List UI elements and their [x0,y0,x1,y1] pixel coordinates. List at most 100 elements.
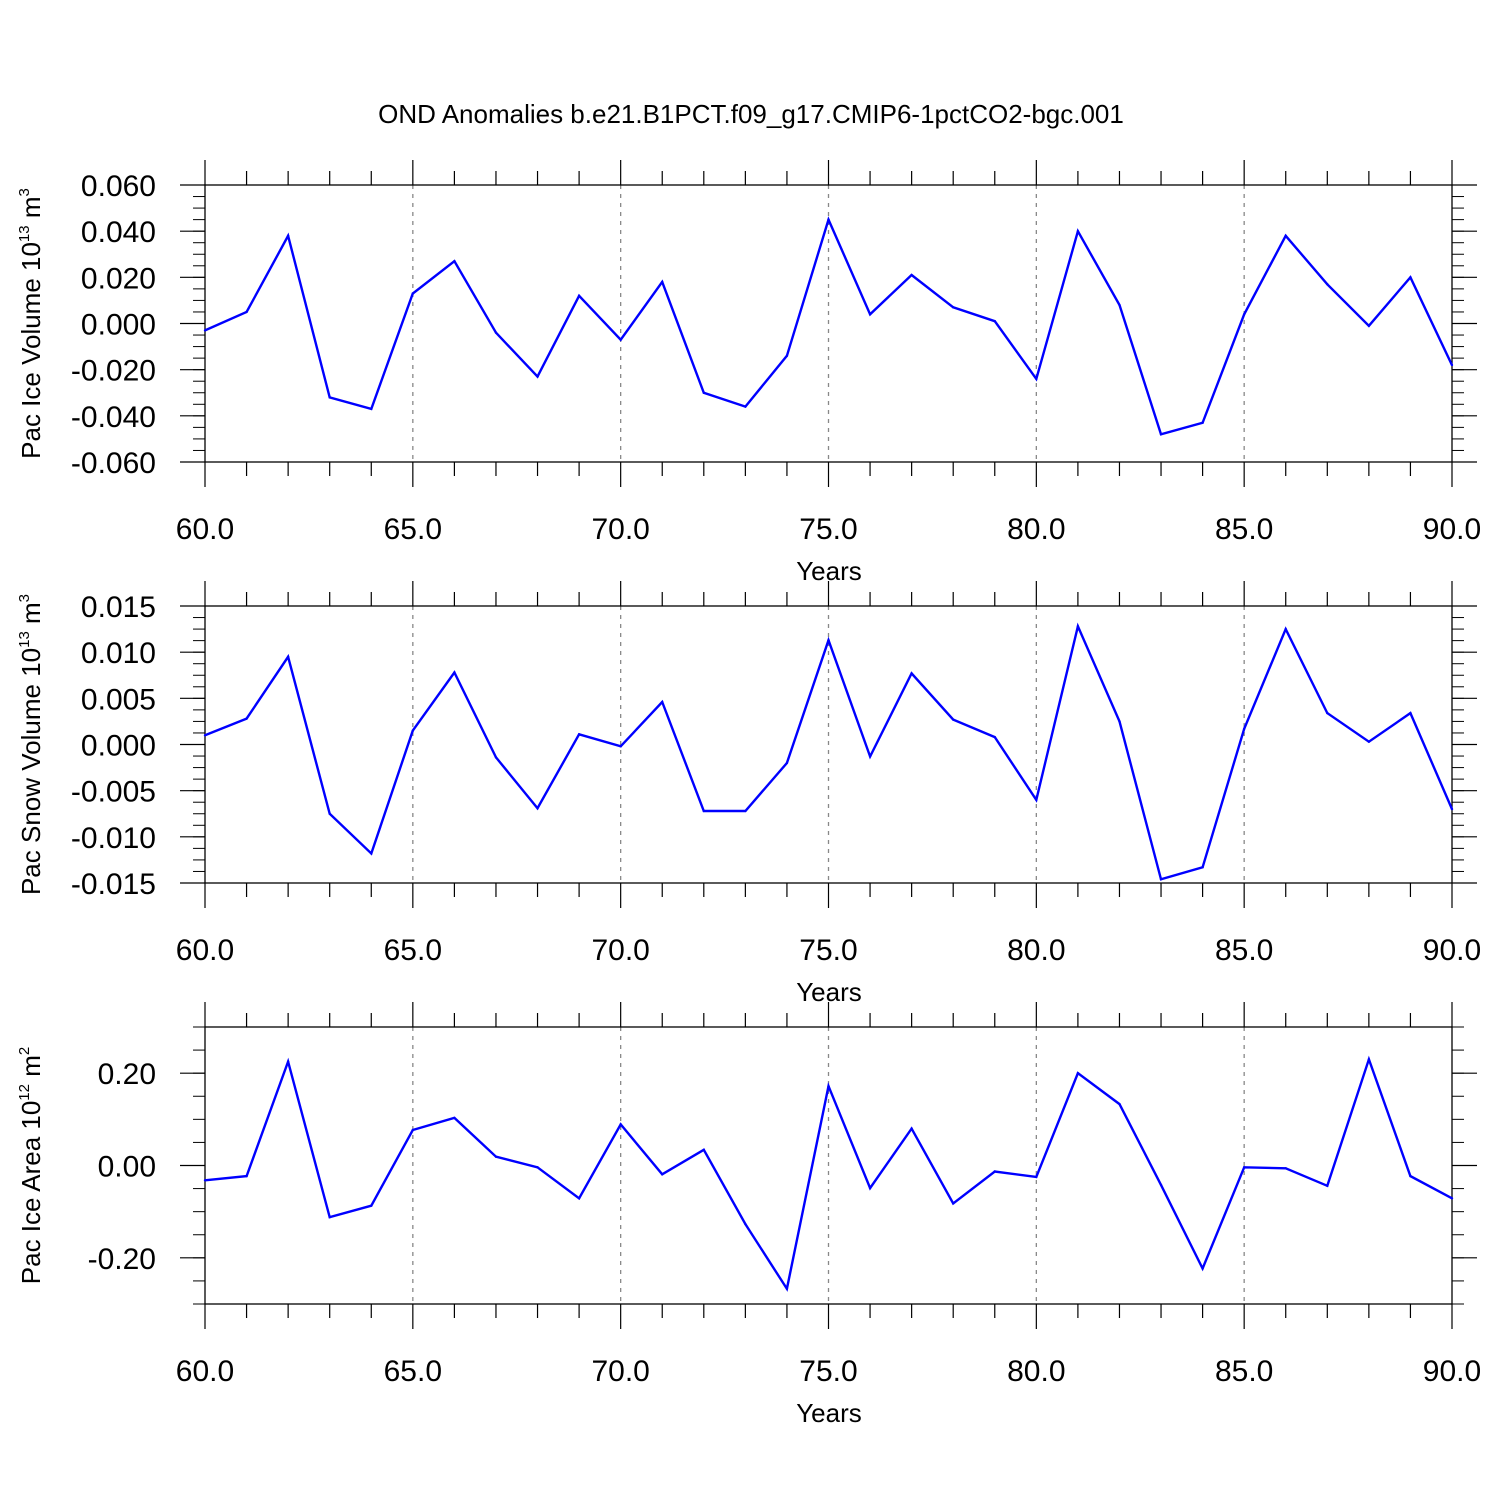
data-point [411,1128,415,1132]
data-point [619,338,622,341]
data-point [1242,1166,1246,1169]
x-tick-label: 80.0 [1007,934,1065,967]
x-tick-label: 80.0 [1007,513,1065,546]
x-tick-label: 85.0 [1215,934,1273,967]
data-point [536,807,539,810]
data-point [370,852,373,855]
data-point [827,1084,830,1088]
data-point [1242,727,1246,731]
data-point [286,655,290,658]
data-point [952,306,955,309]
y-label-unit-exponent: 3 [16,188,33,196]
x-tick-label: 65.0 [384,934,442,967]
data-point [1450,363,1454,367]
data-point [910,672,913,675]
y-label-base: Pac Snow Volume 10 [16,648,46,895]
data-point [1367,1058,1371,1061]
data-point [370,1204,373,1207]
y-tick-label: 0.000 [81,309,156,342]
data-point [1201,866,1204,869]
y-tick-label: 0.20 [98,1058,156,1091]
data-point [1076,229,1080,233]
y-tick-label: 0.060 [81,170,156,203]
data-point [1201,1267,1204,1270]
data-point [1159,878,1163,881]
y-tick-label: 0.010 [81,637,156,670]
y-tick-label: -0.060 [71,447,156,480]
data-point [1076,625,1080,628]
data-point [328,396,331,399]
data-point [577,1197,581,1200]
y-tick-label: -0.20 [88,1243,156,1276]
y-label-unit: m [16,1055,46,1084]
y-tick-label: 0.020 [81,262,156,295]
data-point [1035,377,1038,381]
data-point [328,1216,331,1219]
data-point [619,1123,622,1126]
data-point [661,700,664,704]
data-point [952,718,955,721]
x-tick-label: 85.0 [1215,513,1273,546]
data-point [286,1060,290,1063]
data-point [1076,1071,1080,1075]
y-label-exponent: 13 [16,631,33,648]
y-tick-label: -0.005 [71,776,156,809]
y-label-unit: m [16,602,46,631]
data-point [1284,1167,1287,1170]
data-point [785,761,789,765]
data-point [1242,313,1246,316]
data-point [1450,807,1454,811]
data-point [827,218,830,221]
data-point [286,234,290,237]
y-tick-label: 0.00 [98,1151,156,1184]
data-point [245,310,248,314]
y-axis-label: Pac Ice Volume 1013 m3 [16,188,46,459]
data-point [203,734,207,737]
y-label-exponent: 12 [16,1084,33,1101]
data-point [577,733,581,736]
data-point [702,391,705,394]
x-tick-label: 65.0 [384,1355,442,1388]
data-point [1409,1174,1412,1178]
data-point [702,1148,705,1152]
x-tick-label: 85.0 [1215,1355,1273,1388]
data-point [910,1127,913,1130]
data-point [1409,711,1412,715]
y-tick-label: 0.040 [81,216,156,249]
data-point [203,1179,207,1182]
data-point [494,756,498,759]
data-point [702,809,705,813]
y-axis-label: Pac Ice Area 1012 m2 [16,1047,46,1284]
data-point [744,405,747,408]
x-tick-label: 90.0 [1423,934,1481,967]
data-point [536,375,539,378]
y-label-base: Pac Ice Area 10 [16,1101,46,1285]
x-tick-label: 75.0 [799,1355,857,1388]
data-point [245,717,248,720]
y-tick-label: -0.020 [71,355,156,388]
data-point [328,812,331,815]
y-axis-label: Pac Snow Volume 1013 m3 [16,594,46,895]
y-tick-label: 0.000 [81,730,156,763]
x-axis-label: Years [796,1398,862,1428]
data-point [619,745,622,748]
y-tick-label: -0.015 [71,868,156,901]
x-tick-label: 60.0 [176,934,234,967]
data-point [1118,303,1121,307]
data-point [952,1202,955,1205]
data-point [1035,798,1038,802]
data-point [577,294,581,297]
x-tick-label: 60.0 [176,1355,234,1388]
data-point [1035,1175,1038,1179]
chart-panel-1: -0.060 -0.040 -0.020 0.000 0.020 0.040 0.060 60… [16,160,1481,586]
x-tick-label: 90.0 [1423,1355,1481,1388]
x-tick-label: 70.0 [591,513,649,546]
data-point [993,1170,996,1173]
y-label-exponent: 13 [16,225,33,242]
data-point [1159,1183,1163,1187]
data-point [1450,1197,1454,1200]
data-point [785,1287,789,1290]
y-label-base: Pac Ice Volume 10 [16,242,46,459]
data-point [1326,1184,1329,1188]
